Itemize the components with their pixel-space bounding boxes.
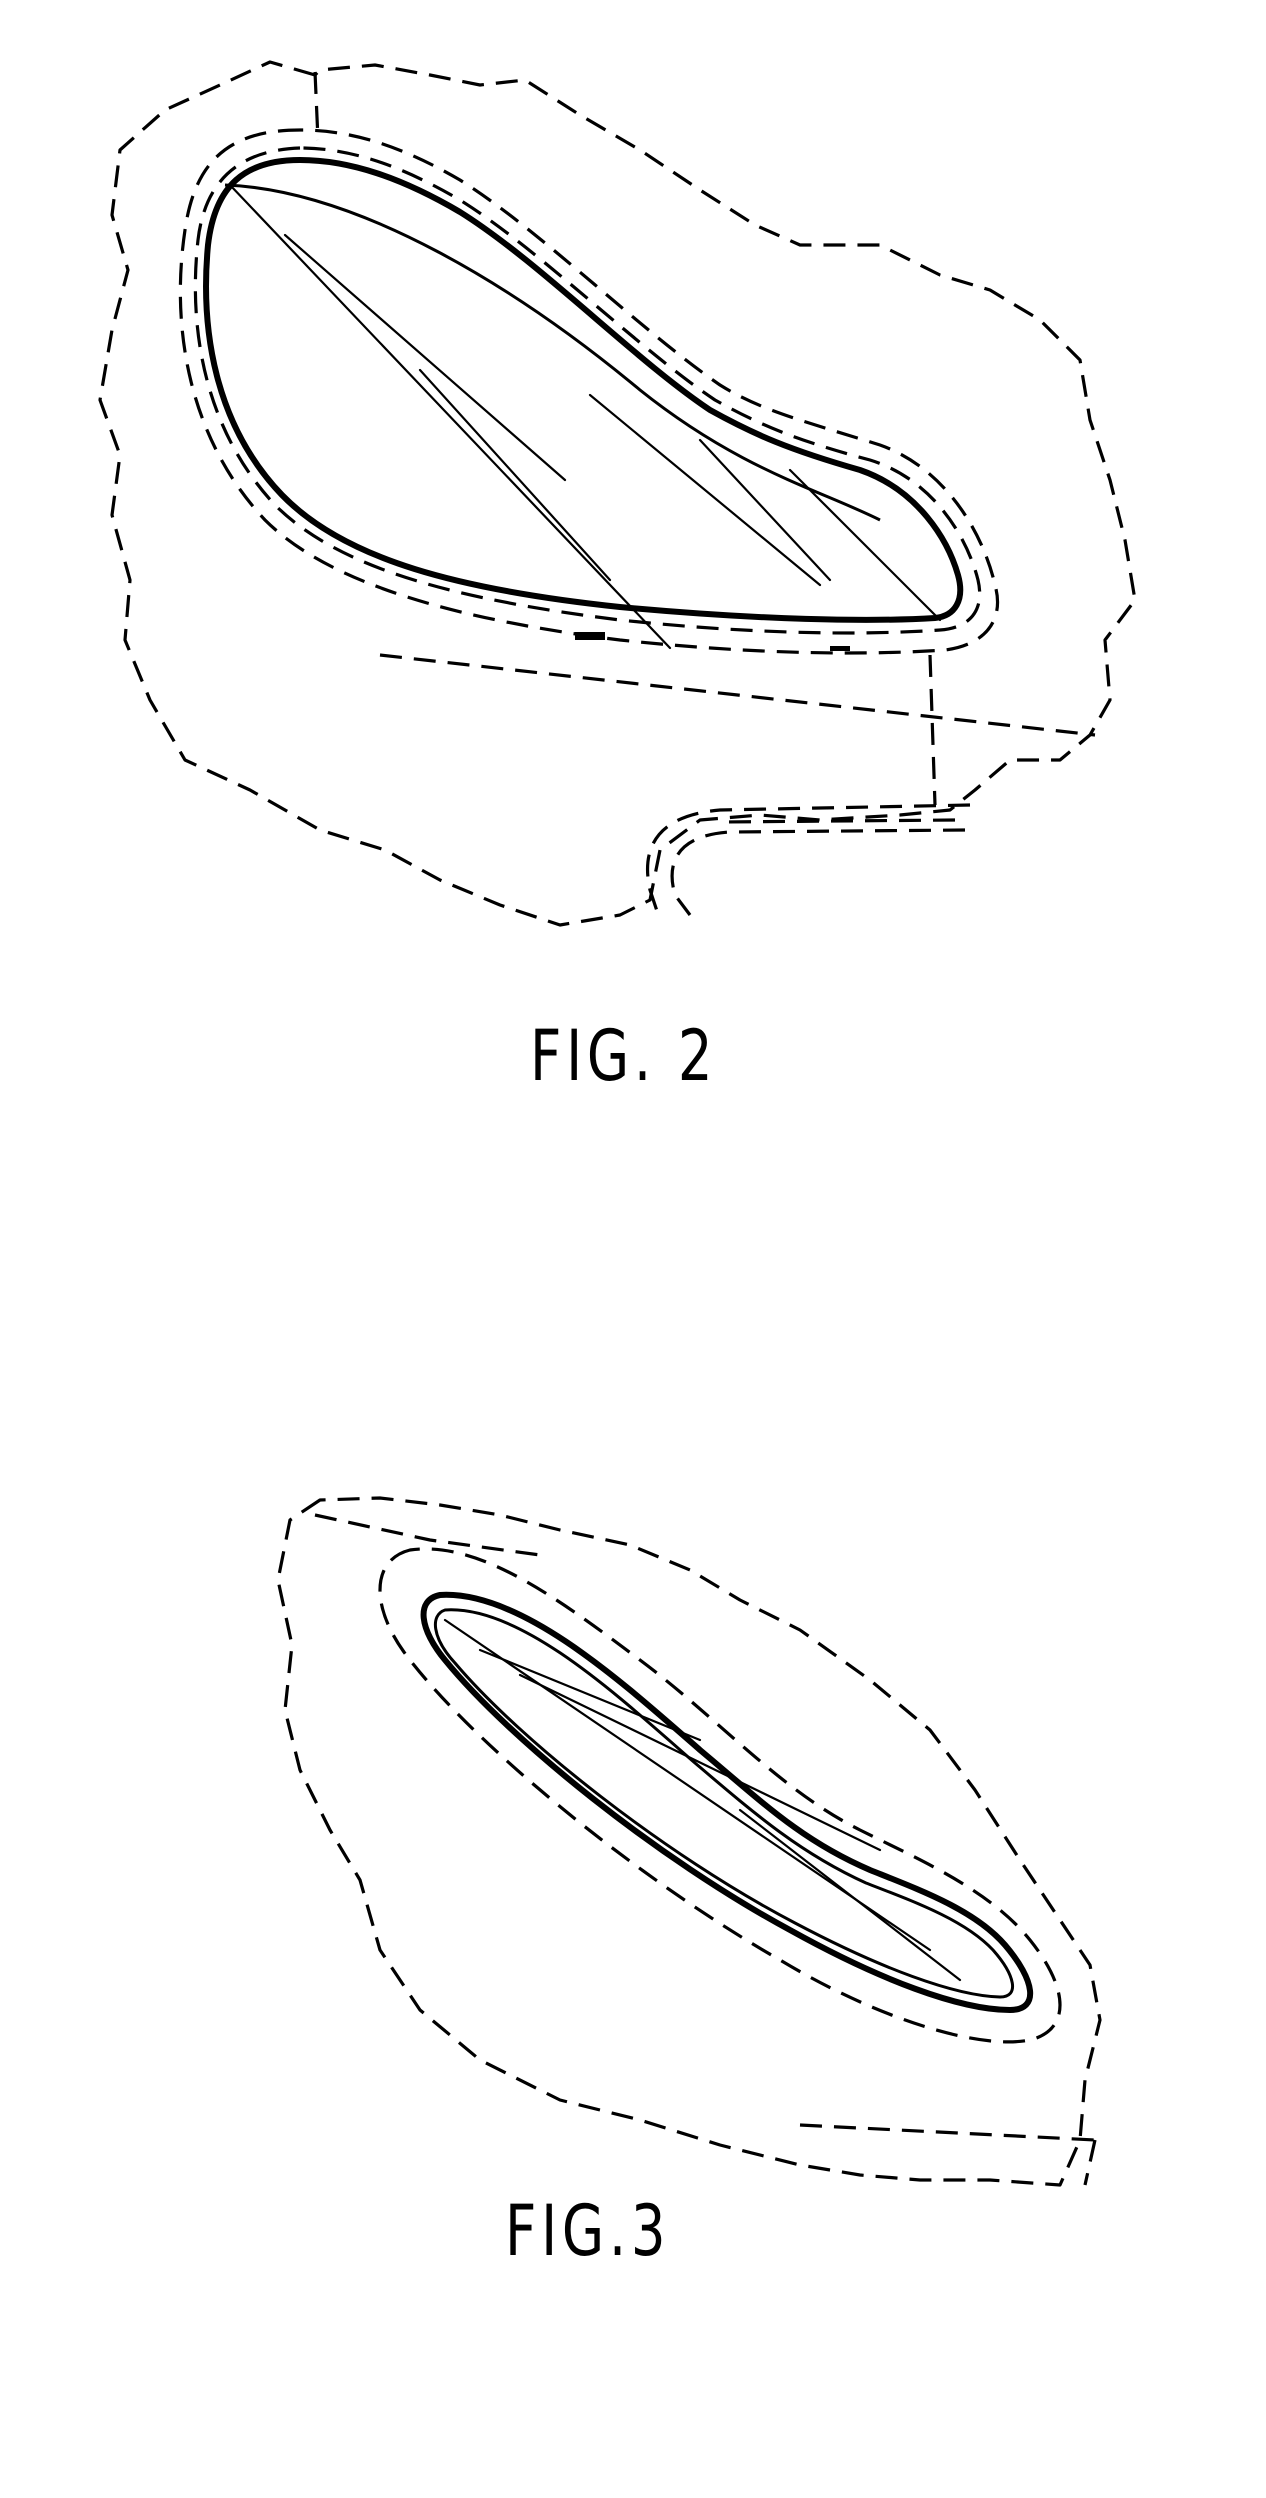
fig2-housing-line [930,655,935,805]
fig3-lens-outline [424,1595,1031,2010]
figure-2: FIG. 2 [0,0,1266,1160]
fig2-mount-bracket [672,830,965,915]
fig3-housing-line [800,2125,1095,2140]
fig2-lens-tab [575,632,605,640]
fig2-housing-line [380,655,1095,735]
fig2-mount-bracket [720,820,955,822]
fig2-inner-offset [180,130,997,653]
fig2-environment-outline [100,62,1135,925]
figure-2-caption: FIG. 2 [530,1015,717,1097]
fig2-reflection-line [590,395,820,585]
fig3-inner-offset [380,1549,1060,2042]
figure-2-drawing [0,0,1266,1160]
fig3-housing-line [1085,2140,1095,2185]
figure-3-caption: FIG.3 [505,2190,670,2272]
fig3-top-edge [315,1515,540,1555]
figure-3: FIG.3 [0,1420,1266,2498]
fig2-reflection-line [285,235,565,480]
fig2-lens-tab [830,646,850,651]
fig2-reflection-line [790,470,940,620]
fig2-reflection-line [420,370,610,580]
fig3-reflection-line [520,1675,880,1850]
fig3-reflection-line [480,1650,700,1740]
figure-3-drawing [0,1420,1266,2498]
fig3-environment-outline [278,1498,1100,2185]
fig2-reflection-line [700,440,830,580]
